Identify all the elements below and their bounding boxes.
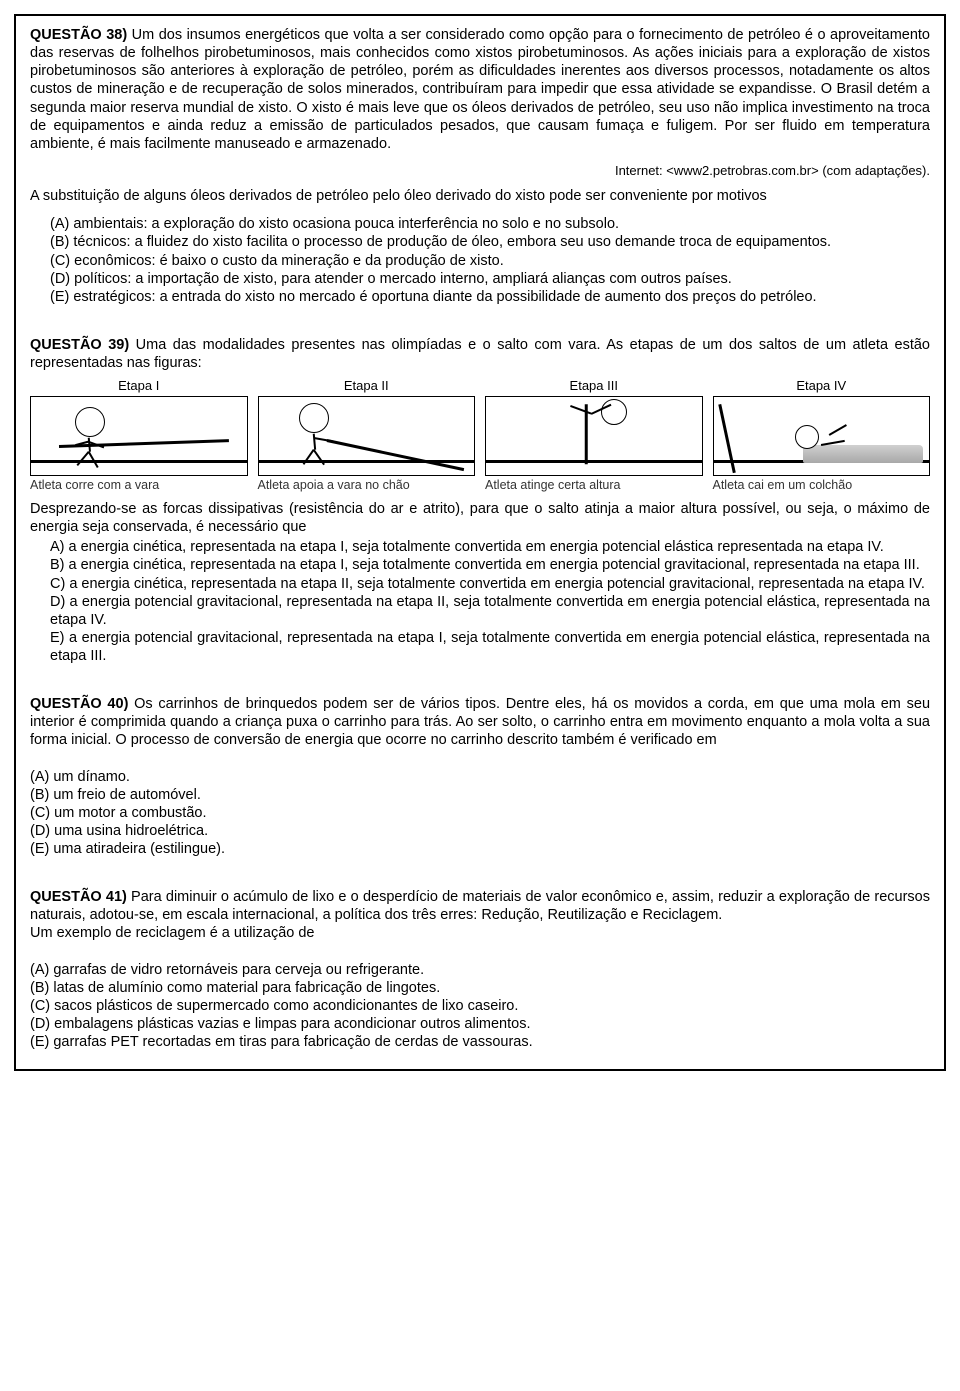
q38-stem: A substituição de alguns óleos derivados… [30, 187, 930, 205]
pole-icon [59, 439, 229, 447]
q38-options: (A) ambientais: a exploração do xisto oc… [50, 215, 930, 306]
q41-opt-a: (A) garrafas de vidro retornáveis para c… [30, 961, 930, 979]
q38-opt-b: (B) técnicos: a fluidez do xisto facilit… [50, 233, 930, 251]
etapa-4: Etapa IV Atleta cai em um colchão [713, 378, 931, 494]
q40-opt-c: (C) um motor a combustão. [30, 804, 930, 822]
etapa-3-figure [485, 396, 703, 476]
q38-opt-a: (A) ambientais: a exploração do xisto oc… [50, 215, 930, 233]
q39-header: QUESTÃO 39) [30, 337, 129, 353]
etapa-3-title: Etapa III [485, 378, 703, 394]
etapa-4-title: Etapa IV [713, 378, 931, 394]
q40-opt-d: (D) uma usina hidroelétrica. [30, 822, 930, 840]
ground-icon [486, 460, 702, 463]
question-40: QUESTÃO 40) Os carrinhos de brinquedos p… [30, 695, 930, 858]
q39-stem: Desprezando-se as forcas dissipativas (r… [30, 500, 930, 536]
q41-opt-d: (D) embalagens plásticas vazias e limpas… [30, 1015, 930, 1033]
etapa-2-title: Etapa II [258, 378, 476, 394]
q40-header: QUESTÃO 40) [30, 696, 128, 712]
q39-paragraph: QUESTÃO 39) Uma das modalidades presente… [30, 336, 930, 372]
q40-paragraph: QUESTÃO 40) Os carrinhos de brinquedos p… [30, 695, 930, 749]
q41-opt-b: (B) latas de alumínio como material para… [30, 979, 930, 997]
stickfigure-leg-icon [570, 406, 591, 415]
q41-paragraph: QUESTÃO 41) Para diminuir o acúmulo de l… [30, 888, 930, 924]
etapa-1-figure [30, 396, 248, 476]
q40-opt-e: (E) uma atiradeira (estilingue). [30, 840, 930, 858]
q41-opt-c: (C) sacos plásticos de supermercado como… [30, 997, 930, 1015]
etapa-1-caption: Atleta corre com a vara [30, 478, 248, 494]
q38-opt-e: (E) estratégicos: a entrada do xisto no … [50, 288, 930, 306]
question-39: QUESTÃO 39) Uma das modalidades presente… [30, 336, 930, 665]
q38-header: QUESTÃO 38) [30, 27, 127, 43]
etapa-3-caption: Atleta atinge certa altura [485, 478, 703, 494]
stickfigure-head-icon [299, 403, 329, 433]
q39-opt-e: E) a energia potencial gravitacional, re… [50, 629, 930, 665]
q40-opt-a: (A) um dínamo. [30, 768, 930, 786]
question-41: QUESTÃO 41) Para diminuir o acúmulo de l… [30, 888, 930, 1051]
page: QUESTÃO 38) Um dos insumos energéticos q… [14, 14, 946, 1071]
etapa-2-figure [258, 396, 476, 476]
q39-opt-c: C) a energia cinética, representada na e… [50, 575, 930, 593]
q39-opt-d: D) a energia potencial gravitacional, re… [50, 593, 930, 629]
q38-source: Internet: <www2.petrobras.com.br> (com a… [30, 163, 930, 179]
etapa-1: Etapa I Atleta corre com a vara [30, 378, 248, 494]
mattress-icon [803, 445, 923, 463]
stickfigure-limb-icon [829, 424, 847, 435]
q41-header: QUESTÃO 41) [30, 889, 127, 905]
pole-icon [585, 405, 588, 465]
stickfigure-leg-icon [77, 452, 90, 467]
q39-body: Uma das modalidades presentes nas olimpí… [30, 337, 930, 371]
etapa-4-caption: Atleta cai em um colchão [713, 478, 931, 494]
q39-opt-b: B) a energia cinética, representada na e… [50, 556, 930, 574]
q38-body: Um dos insumos energéticos que volta a s… [30, 27, 930, 152]
q38-opt-c: (C) econômicos: é baixo o custo da miner… [50, 252, 930, 270]
q40-opt-b: (B) um freio de automóvel. [30, 786, 930, 804]
stickfigure-head-icon [601, 399, 627, 425]
stickfigure-head-icon [75, 407, 105, 437]
q40-body: Os carrinhos de brinquedos podem ser de … [30, 696, 930, 748]
q38-paragraph: QUESTÃO 38) Um dos insumos energéticos q… [30, 26, 930, 153]
q41-opt-e: (E) garrafas PET recortadas em tiras par… [30, 1033, 930, 1051]
pole-icon [326, 439, 463, 471]
etapas-row: Etapa I Atleta corre com a vara Etapa II [30, 378, 930, 494]
etapa-2: Etapa II Atleta apoia a vara no chão [258, 378, 476, 494]
q39-options: A) a energia cinética, representada na e… [50, 538, 930, 665]
q40-options: (A) um dínamo. (B) um freio de automóvel… [30, 768, 930, 859]
q41-body: Para diminuir o acúmulo de lixo e o desp… [30, 889, 930, 923]
q41-options: (A) garrafas de vidro retornáveis para c… [30, 961, 930, 1052]
ground-icon [31, 460, 247, 463]
etapa-2-caption: Atleta apoia a vara no chão [258, 478, 476, 494]
etapa-1-title: Etapa I [30, 378, 248, 394]
q41-stem: Um exemplo de reciclagem é a utilização … [30, 924, 930, 942]
q39-opt-a: A) a energia cinética, representada na e… [50, 538, 930, 556]
q38-opt-d: (D) políticos: a importação de xisto, pa… [50, 270, 930, 288]
question-38: QUESTÃO 38) Um dos insumos energéticos q… [30, 26, 930, 306]
etapa-4-figure [713, 396, 931, 476]
etapa-3: Etapa III Atleta atinge certa altura [485, 378, 703, 494]
